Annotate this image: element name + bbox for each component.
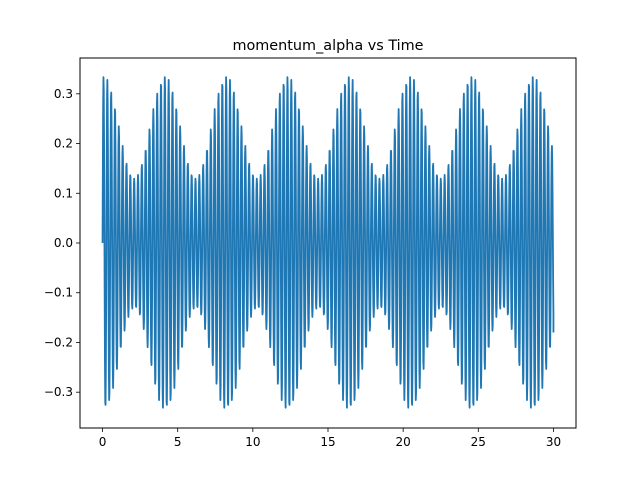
y-tick-label: −0.2 (44, 335, 73, 349)
y-tick-label: 0.1 (54, 186, 73, 200)
x-tick-label: 30 (546, 435, 561, 449)
x-tick-label: 15 (320, 435, 335, 449)
x-tick-label: 25 (471, 435, 486, 449)
x-axis: 0 5 10 15 20 25 30 (99, 428, 561, 449)
y-tick-label: 0.3 (54, 87, 73, 101)
y-axis: −0.3 −0.2 −0.1 0.0 0.1 0.2 0.3 (44, 87, 80, 399)
axes-frame (79, 57, 577, 429)
x-tick-label: 5 (174, 435, 182, 449)
y-tick-label: 0.2 (54, 137, 73, 151)
plot-area (101, 76, 555, 409)
series-line-momentum-alpha (101, 76, 555, 409)
chart-title: momentum_alpha vs Time (232, 38, 423, 54)
x-tick-label: 0 (99, 435, 107, 449)
y-tick-label: −0.3 (44, 385, 73, 399)
x-tick-label: 20 (396, 435, 411, 449)
y-tick-label: −0.1 (44, 286, 73, 300)
x-tick-label: 10 (245, 435, 260, 449)
y-tick-label: 0.0 (54, 236, 73, 250)
